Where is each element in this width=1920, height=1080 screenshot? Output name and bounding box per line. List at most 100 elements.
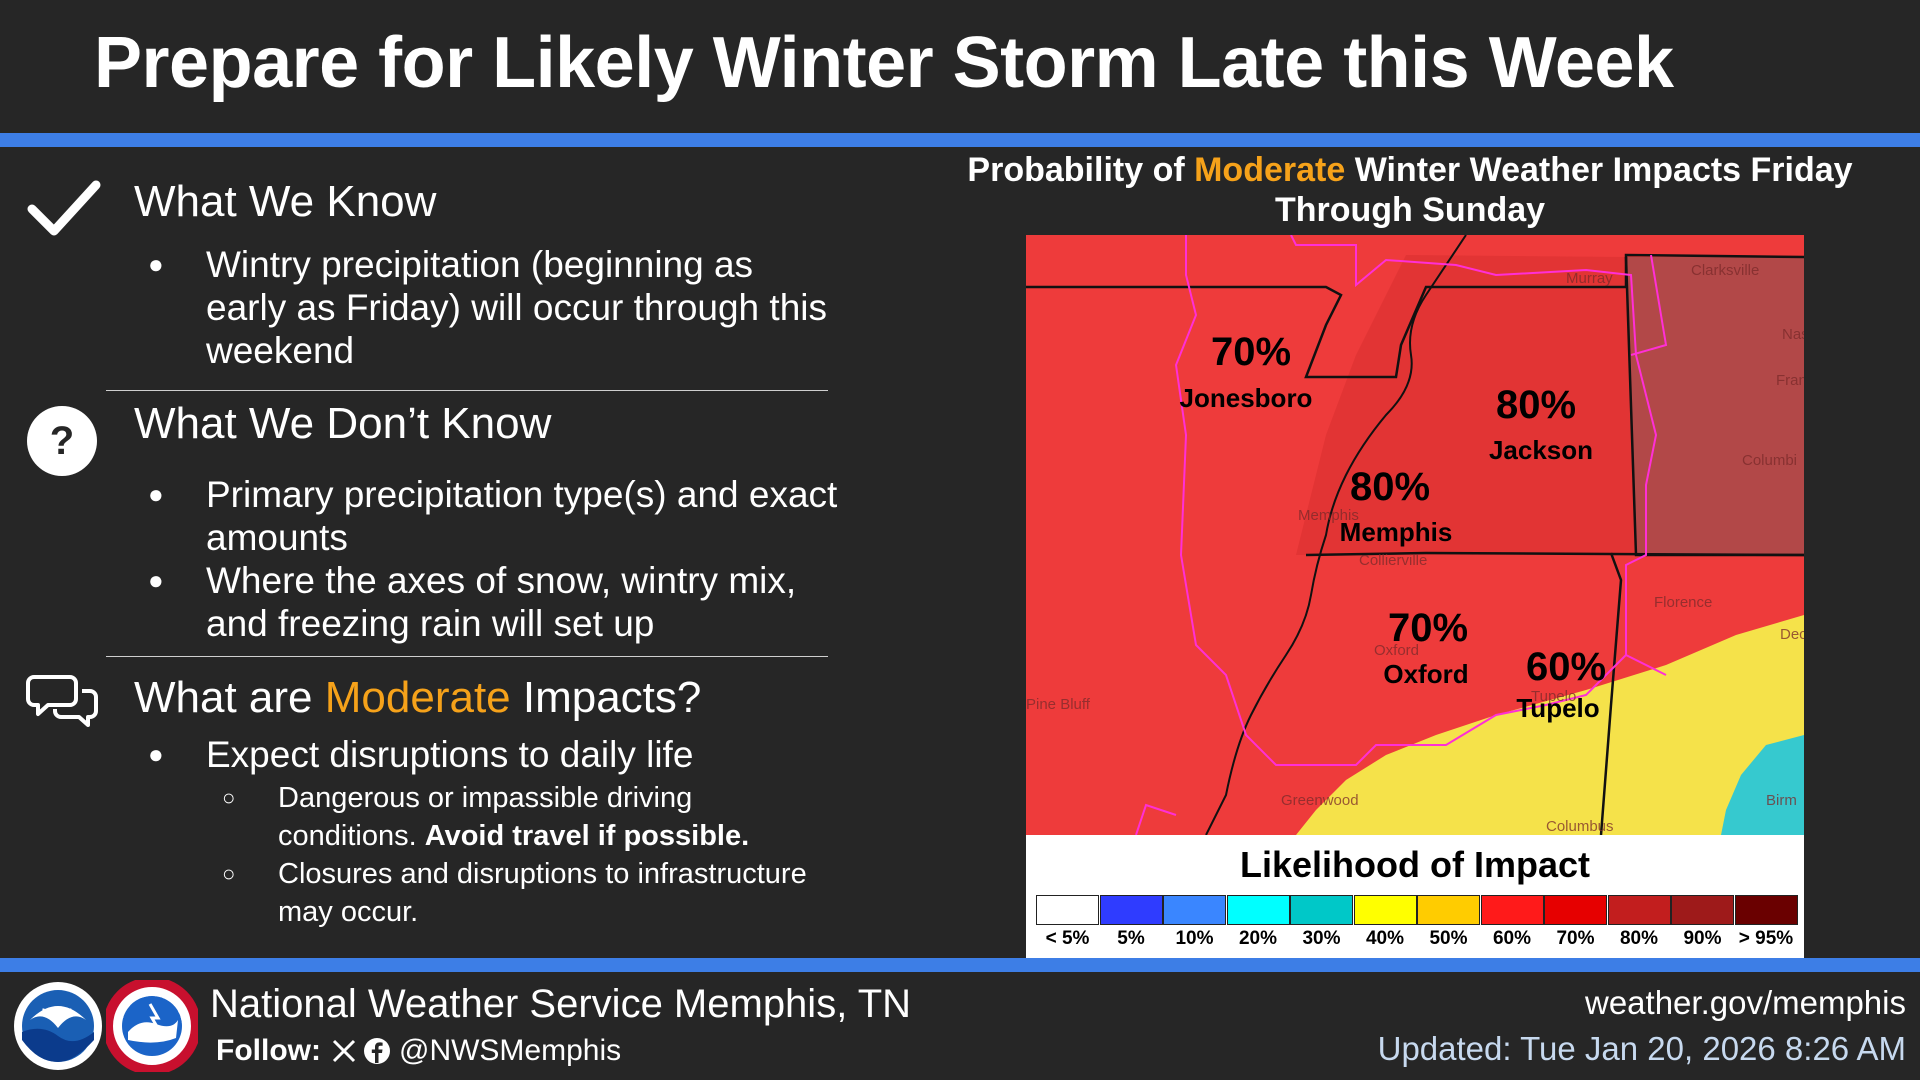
facebook-icon[interactable] <box>363 1037 391 1065</box>
header: Prepare for Likely Winter Storm Late thi… <box>0 0 1920 133</box>
legend-label: 80% <box>1619 928 1659 949</box>
page-title: Prepare for Likely Winter Storm Late thi… <box>94 23 1674 103</box>
follow-row: Follow: @NWSMemphis <box>216 1034 621 1068</box>
legend-label: 5% <box>1117 928 1145 949</box>
legend-label: 30% <box>1302 928 1341 949</box>
town-label: Greenwood <box>1281 792 1359 809</box>
noaa-logo: NOAA <box>14 982 102 1070</box>
map-region-40-50pct <box>1296 615 1804 835</box>
question-mark-icon: ? <box>27 406 97 476</box>
map-region-20-30pct <box>1721 735 1804 835</box>
legend-label: 10% <box>1175 928 1214 949</box>
town-labels: Clarksville Murray Nas Fran Columbi Coll… <box>1026 262 1804 835</box>
map-title-accent: Moderate <box>1194 151 1346 189</box>
town-label: Columbus <box>1546 818 1614 835</box>
legend-label: 40% <box>1365 928 1405 949</box>
section-heading-what-we-dont-know: What We Don’t Know <box>134 399 552 448</box>
town-label: Clarksville <box>1691 262 1759 279</box>
county-boundary <box>1135 803 1177 835</box>
county-boundary <box>1625 565 1667 676</box>
list-item: Wintry precipitation (beginning as early… <box>148 243 828 372</box>
town-label: Birm <box>1766 792 1797 809</box>
prob-label-jackson: 80% <box>1496 383 1576 427</box>
header-divider-bar <box>0 133 1920 147</box>
town-label: Florence <box>1654 594 1712 611</box>
section-heading-moderate-impacts: What are Moderate Impacts? <box>134 673 701 723</box>
moderate-impacts-list: Expect disruptions to daily life <box>148 733 838 776</box>
legend-label: 60% <box>1492 928 1532 949</box>
sub-list-item: Closures and disruptions to infrastructu… <box>222 855 822 931</box>
prob-label-memphis: 80% <box>1350 465 1430 509</box>
probability-labels: 70% Jonesboro 80% Jackson 80% Memphis 70… <box>1180 330 1606 723</box>
map-legend: Likelihood of Impact < 5% 5% 10% 20% 30% 40% 5… <box>1026 835 1804 959</box>
noaa-logo-text: NOAA <box>42 1007 74 1019</box>
legend-swatch <box>1353 895 1417 925</box>
mississippi-river <box>1205 235 1467 835</box>
legend-title: Likelihood of Impact <box>1239 844 1590 885</box>
list-item: Primary precipitation type(s) and exact … <box>148 473 838 559</box>
legend-swatch <box>1607 895 1671 925</box>
website-link[interactable]: weather.gov/memphis <box>1585 984 1906 1021</box>
footer-divider-bar <box>0 958 1920 972</box>
city-label-memphis: Memphis <box>1340 517 1453 547</box>
legend-label: 70% <box>1556 928 1595 949</box>
what-we-dont-know-list: Primary precipitation type(s) and exact … <box>148 473 838 645</box>
org-name: National Weather Service Memphis, TN <box>210 982 912 1026</box>
divider <box>106 656 828 657</box>
city-label-jackson: Jackson <box>1489 435 1593 465</box>
city-label-oxford: Oxford <box>1383 659 1468 689</box>
map-title: Probability of Moderate Winter Weather I… <box>940 150 1880 230</box>
prob-label-oxford: 70% <box>1388 606 1468 650</box>
town-label: Pine Bluff <box>1026 696 1091 713</box>
what-we-know-list: Wintry precipitation (beginning as early… <box>148 243 828 372</box>
map-canvas: Clarksville Murray Nas Fran Columbi Coll… <box>1026 235 1804 835</box>
town-label: Decat <box>1780 626 1804 643</box>
legend-swatch <box>1671 895 1734 925</box>
section-heading-what-we-know: What We Know <box>134 177 437 226</box>
legend-label: < 5% <box>1045 928 1090 949</box>
legend-swatch <box>1734 895 1798 925</box>
probability-map: Clarksville Murray Nas Fran Columbi Coll… <box>1026 235 1804 835</box>
legend-swatch <box>1544 895 1607 925</box>
city-label-jonesboro: Jonesboro <box>1180 383 1313 413</box>
town-label: Memphis <box>1298 507 1359 524</box>
sub-item-bold-text: Avoid travel if possible. <box>424 820 750 852</box>
nws-logo: NATIONAL WEATHER SERVICE <box>106 980 198 1072</box>
footer: NOAA NATIONAL WEATHER SERVICE National W… <box>0 972 1920 1080</box>
moderate-impacts-sublist: Dangerous or impassible driving conditio… <box>222 779 822 931</box>
prob-label-jonesboro: 70% <box>1211 330 1291 374</box>
follow-label: Follow: <box>216 1034 321 1067</box>
heading-text: Impacts? <box>510 673 702 722</box>
heading-text: What are <box>134 673 325 722</box>
list-item: Where the axes of snow, wintry mix, and … <box>148 559 838 645</box>
city-label-tupelo: Tupelo <box>1516 693 1599 723</box>
town-label: Tupelo <box>1531 688 1576 705</box>
map-region-80pct <box>1296 255 1636 555</box>
legend-swatch <box>1099 895 1163 925</box>
legend-label: 20% <box>1238 928 1278 949</box>
chat-bubbles-icon <box>26 675 98 727</box>
prob-label-tupelo: 60% <box>1526 645 1606 689</box>
town-label: Columbi <box>1742 452 1797 469</box>
legend-label: > 95% <box>1738 928 1794 949</box>
legend-swatch <box>1163 895 1226 925</box>
map-title-text: Winter Weather Impacts Friday Through Su… <box>1274 151 1853 229</box>
map-region-muted-ne <box>1626 257 1804 555</box>
x-icon[interactable] <box>331 1038 357 1064</box>
town-label: Collierville <box>1359 552 1427 569</box>
heading-accent-text: Moderate <box>324 673 511 722</box>
updated-timestamp: Updated: Tue Jan 20, 2026 8:26 AM <box>1377 1030 1906 1067</box>
cwa-boundary <box>1174 235 1658 766</box>
county-boundary <box>1630 254 1668 356</box>
legend-swatch <box>1417 895 1480 925</box>
state-border <box>1599 552 1623 835</box>
sub-list-item: Dangerous or impassible driving conditio… <box>222 779 822 855</box>
legend-swatch <box>1226 895 1290 925</box>
info-panel: What We Know Wintry precipitation (begin… <box>0 147 860 962</box>
state-border <box>1305 551 1804 557</box>
legend-label: 90% <box>1683 928 1722 949</box>
town-label: Nas <box>1782 326 1804 343</box>
divider <box>106 390 828 391</box>
town-label: Murray <box>1566 270 1613 287</box>
social-handle[interactable]: @NWSMemphis <box>398 1034 622 1067</box>
